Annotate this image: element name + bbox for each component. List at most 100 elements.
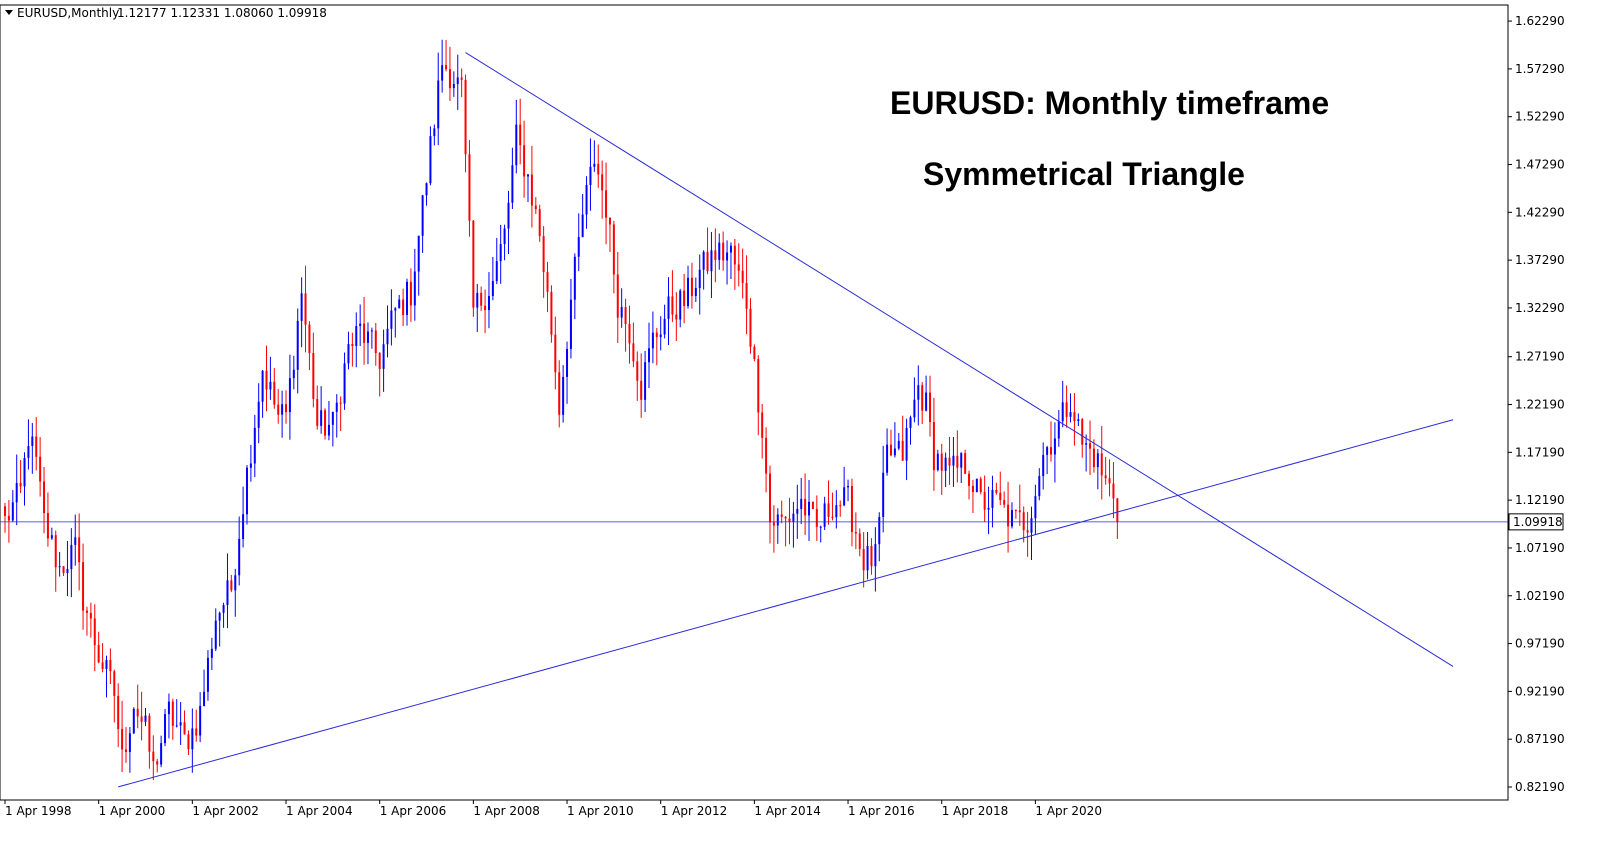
candle <box>152 735 155 781</box>
candle-body <box>175 725 178 727</box>
candle-body <box>667 296 670 319</box>
y-tick-label: 1.37290 <box>1515 253 1565 267</box>
candle <box>15 454 18 526</box>
candle <box>390 289 393 346</box>
y-tick-label: 1.17190 <box>1515 445 1565 459</box>
candle <box>593 140 596 172</box>
trendlines[interactable] <box>0 52 1508 788</box>
candle-body <box>862 549 865 571</box>
candle-body <box>573 256 576 300</box>
candle <box>484 289 487 334</box>
candle-body <box>523 145 526 177</box>
candle <box>854 512 857 550</box>
candle <box>733 238 736 290</box>
candle-body <box>265 370 268 390</box>
candle-body <box>445 65 448 70</box>
candle <box>335 394 338 438</box>
candle-body <box>109 660 112 672</box>
candle <box>882 445 885 533</box>
candle <box>971 479 974 514</box>
ohlc-values: 1.12177 1.12331 1.08060 1.09918 <box>117 6 327 20</box>
candle <box>839 500 842 517</box>
candle <box>655 327 658 366</box>
candle <box>889 429 892 457</box>
y-tick-label: 1.22190 <box>1515 398 1565 412</box>
candle-body <box>768 473 771 523</box>
candle-body <box>1007 504 1010 527</box>
candle <box>608 217 611 252</box>
candle <box>624 298 627 352</box>
x-tick-label: 1 Apr 2004 <box>286 804 353 818</box>
candle <box>136 684 139 729</box>
candle-body <box>347 343 350 364</box>
candle <box>1073 393 1076 446</box>
candle <box>1092 439 1095 473</box>
candle-body <box>534 205 537 210</box>
candle-body <box>136 708 139 717</box>
price-tag-box <box>1508 513 1564 531</box>
candle-body <box>195 728 198 736</box>
candle-body <box>792 513 795 522</box>
candle <box>148 713 151 769</box>
candle <box>144 708 147 727</box>
candle-body <box>210 648 213 658</box>
descending-trendline[interactable] <box>465 52 1454 667</box>
candle-body <box>261 370 264 402</box>
candle <box>261 369 264 418</box>
candle-body <box>82 562 85 611</box>
candle-body <box>50 535 53 539</box>
candle <box>792 501 795 548</box>
candle-body <box>1046 447 1049 455</box>
y-tick-label: 1.62290 <box>1515 14 1565 28</box>
candle <box>226 553 229 629</box>
candle-body <box>788 518 791 522</box>
candle-body <box>644 362 647 400</box>
candle-body <box>4 506 6 516</box>
candle-body <box>503 228 506 244</box>
collapse-triangle-icon[interactable] <box>5 10 13 15</box>
candle <box>105 655 108 698</box>
candle <box>433 124 436 146</box>
candle <box>823 496 826 530</box>
candle <box>456 54 459 111</box>
candle-body <box>1026 530 1029 533</box>
candle-body <box>850 486 853 532</box>
candle-body <box>569 299 572 349</box>
candle <box>932 397 935 491</box>
candle <box>1022 506 1025 543</box>
candle-body <box>960 453 963 468</box>
candle-body <box>585 185 588 215</box>
candle-body <box>815 509 818 527</box>
candle-body <box>121 729 124 750</box>
candle <box>1038 468 1041 501</box>
candle-body <box>54 535 57 568</box>
candle <box>234 568 237 617</box>
candle-body <box>761 412 764 438</box>
candle-body <box>1104 475 1107 479</box>
candle <box>843 466 846 507</box>
candle-body <box>718 242 721 260</box>
y-tick-label: 0.97190 <box>1515 637 1565 651</box>
candle-body <box>632 343 635 362</box>
candle-body <box>93 618 96 646</box>
candle-body <box>66 569 69 574</box>
candle-body <box>335 402 338 412</box>
candle <box>281 390 284 438</box>
candle <box>472 220 475 317</box>
candle-body <box>1034 496 1037 519</box>
x-tick-label: 1 Apr 2000 <box>99 804 166 818</box>
candle <box>167 693 170 739</box>
candle-body <box>811 501 814 510</box>
candle <box>1100 425 1103 500</box>
candle <box>921 382 924 425</box>
candle <box>808 479 811 541</box>
candle-body <box>1077 419 1080 422</box>
candle-body <box>43 481 46 514</box>
candle <box>1089 420 1092 476</box>
ascending-trendline[interactable] <box>118 419 1454 788</box>
candle <box>948 436 951 485</box>
candle <box>97 631 100 664</box>
candle-body <box>203 691 206 706</box>
candle-body <box>242 514 245 539</box>
